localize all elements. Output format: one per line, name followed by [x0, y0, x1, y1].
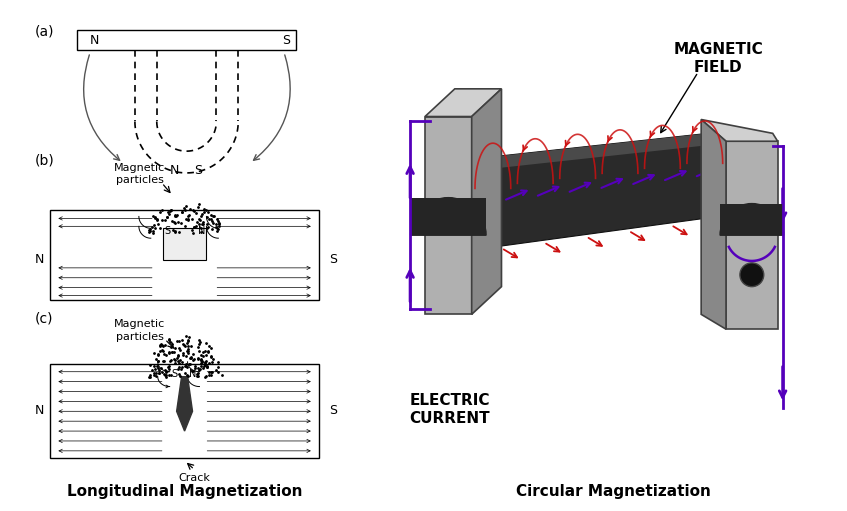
- Text: N: N: [90, 34, 99, 47]
- Text: N: N: [189, 369, 197, 379]
- Text: MAGNETIC
FIELD: MAGNETIC FIELD: [673, 42, 763, 75]
- Text: Circular Magnetization: Circular Magnetization: [517, 484, 711, 499]
- Wedge shape: [720, 203, 783, 235]
- Text: (c): (c): [35, 311, 53, 326]
- Text: N: N: [35, 404, 45, 417]
- Text: N: N: [35, 253, 45, 266]
- Bar: [411, 198, 486, 235]
- Text: N: N: [170, 164, 180, 177]
- Text: Longitudinal Magnetization: Longitudinal Magnetization: [67, 484, 302, 499]
- Text: (a): (a): [35, 25, 54, 38]
- Polygon shape: [425, 89, 501, 117]
- Bar: [726, 141, 778, 329]
- Polygon shape: [472, 131, 726, 171]
- Text: ELECTRIC
CURRENT: ELECTRIC CURRENT: [409, 393, 490, 426]
- Bar: [425, 117, 472, 314]
- Polygon shape: [177, 377, 192, 431]
- Text: S: S: [329, 253, 336, 266]
- Text: S: S: [164, 226, 171, 236]
- Text: Magnetic
particles: Magnetic particles: [114, 319, 165, 342]
- Text: S: S: [282, 34, 290, 47]
- Polygon shape: [701, 120, 778, 141]
- Text: S: S: [329, 404, 336, 417]
- Text: N: N: [198, 226, 205, 236]
- Polygon shape: [472, 131, 726, 250]
- Text: Magnetic
particles: Magnetic particles: [114, 163, 165, 185]
- Bar: [77, 31, 296, 50]
- Text: S: S: [195, 164, 202, 177]
- Bar: [720, 203, 783, 235]
- Polygon shape: [701, 120, 726, 329]
- Bar: [51, 364, 318, 458]
- Text: Crack: Crack: [179, 473, 210, 482]
- Polygon shape: [472, 89, 501, 314]
- Text: (b): (b): [35, 153, 54, 167]
- Bar: [51, 211, 318, 299]
- Text: S: S: [172, 369, 178, 379]
- Wedge shape: [411, 198, 486, 235]
- Circle shape: [740, 263, 764, 287]
- Bar: [163, 228, 207, 260]
